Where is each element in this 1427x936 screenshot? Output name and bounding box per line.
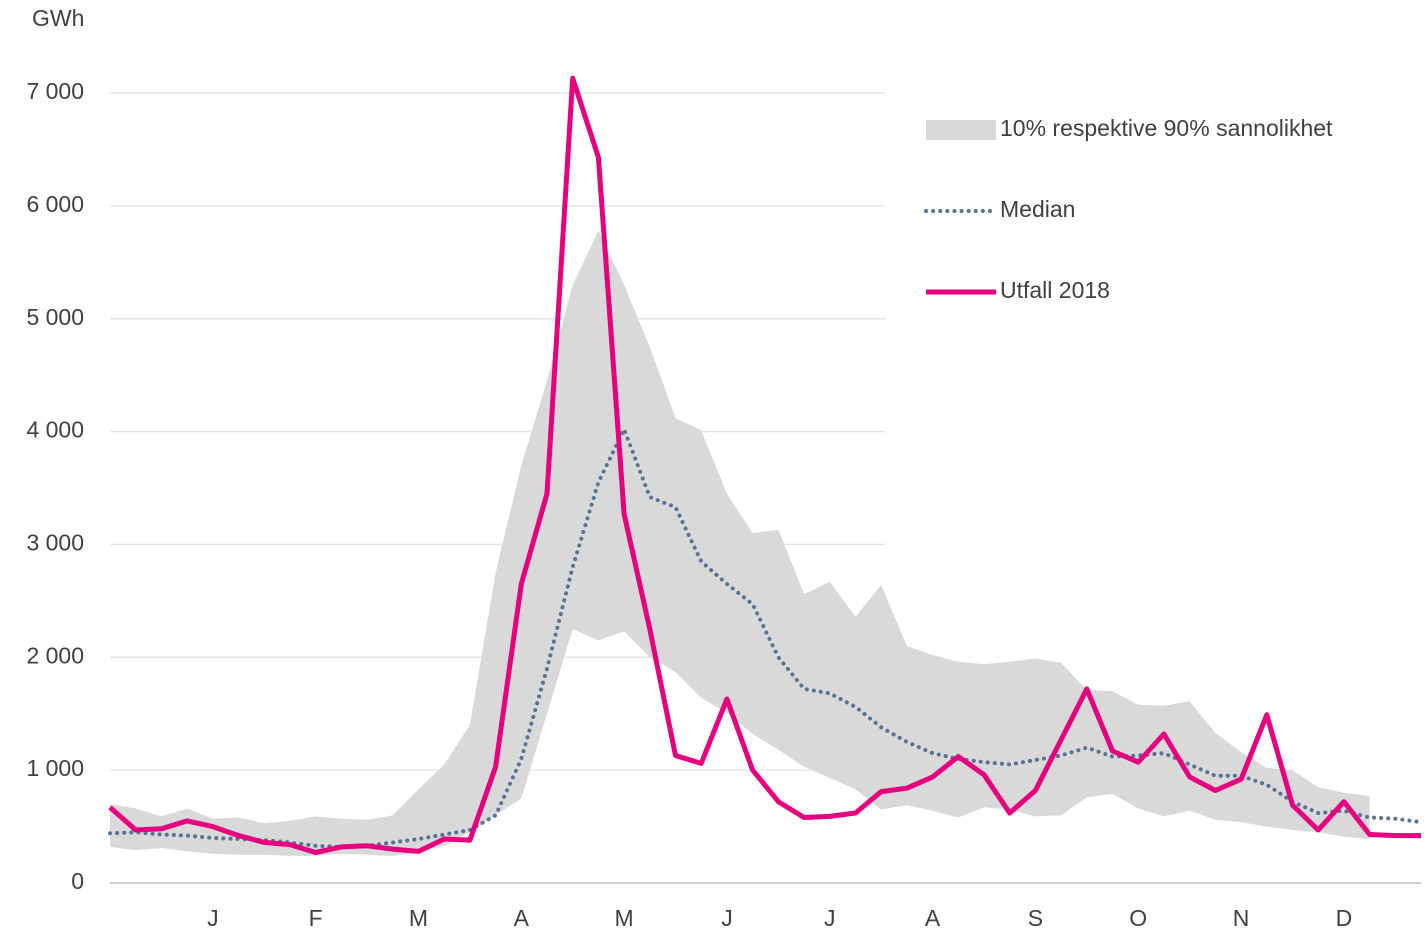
y-tick-label: 0	[71, 868, 84, 894]
x-tick-label: J	[824, 905, 836, 931]
y-tick-label: 5 000	[26, 304, 84, 330]
x-tick-label: A	[925, 905, 941, 931]
y-tick-label: 2 000	[26, 642, 84, 668]
legend-label: Median	[1000, 196, 1075, 222]
x-tick-label: O	[1129, 905, 1147, 931]
y-tick-label: 1 000	[26, 755, 84, 781]
x-tick-label: M	[615, 905, 634, 931]
x-tick-label: N	[1233, 905, 1250, 931]
outcome-line	[108, 75, 1421, 855]
x-tick-label: F	[309, 905, 323, 931]
x-tick-label: D	[1336, 905, 1353, 931]
y-tick-label: 4 000	[26, 417, 84, 443]
y-tick-label: 6 000	[26, 191, 84, 217]
x-tick-label: A	[514, 905, 530, 931]
legend-label: 10% respektive 90% sannolikhet	[1000, 115, 1333, 141]
legend-label: Utfall 2018	[1000, 277, 1110, 303]
y-axis-label: GWh	[32, 5, 84, 31]
x-tick-label: J	[721, 905, 733, 931]
legend-swatch	[926, 120, 996, 140]
probability-band	[110, 230, 1370, 856]
x-tick-label: S	[1028, 905, 1043, 931]
x-tick-label: J	[207, 905, 219, 931]
x-tick-label: M	[409, 905, 428, 931]
y-tick-label: 3 000	[26, 530, 84, 556]
y-tick-label: 7 000	[26, 78, 84, 104]
median-line	[108, 427, 1423, 849]
